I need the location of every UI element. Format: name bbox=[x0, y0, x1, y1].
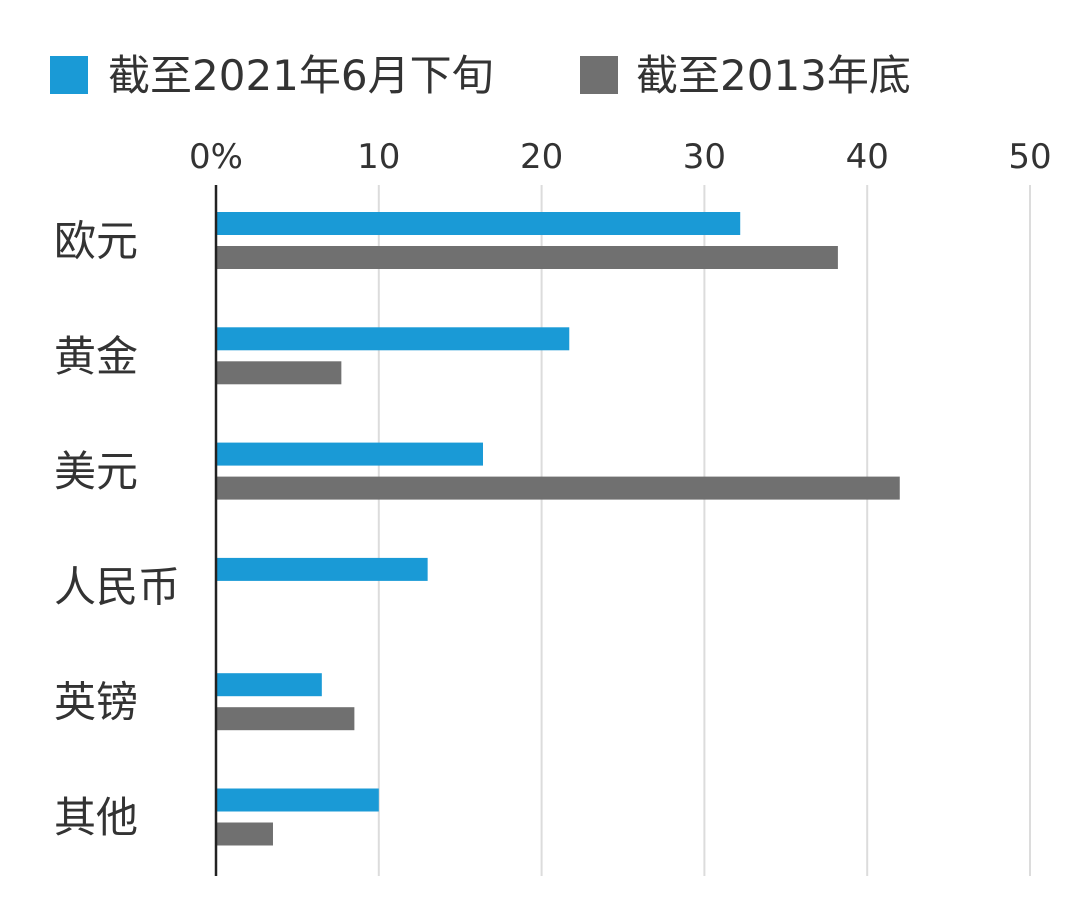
x-tick-label-0: 0% bbox=[189, 137, 243, 177]
bar-3-series-2 bbox=[216, 476, 900, 500]
bar-5-series-1 bbox=[216, 673, 322, 697]
x-tick-label-40: 40 bbox=[846, 137, 889, 177]
category-label-2: 黄金 bbox=[54, 332, 138, 381]
bar-2-series-1 bbox=[216, 327, 570, 351]
category-label-5: 英镑 bbox=[54, 678, 138, 727]
bar-6-series-1 bbox=[216, 788, 379, 812]
legend-swatch-2 bbox=[580, 56, 618, 94]
bar-3-series-1 bbox=[216, 442, 483, 466]
legend-swatch-1 bbox=[50, 56, 88, 94]
x-tick-label-20: 20 bbox=[520, 137, 563, 177]
bars bbox=[216, 212, 900, 846]
x-tick-label-30: 30 bbox=[683, 137, 726, 177]
gridlines bbox=[377, 185, 1031, 876]
category-label-3: 美元 bbox=[54, 447, 138, 496]
bar-1-series-2 bbox=[216, 246, 838, 269]
bar-6-series-2 bbox=[216, 822, 273, 846]
category-label-4: 人民币 bbox=[54, 562, 180, 611]
legend-label-2: 截至2013年底 bbox=[636, 51, 911, 100]
x-axis-ticks: 0% 10 20 30 40 50 bbox=[189, 137, 1052, 177]
bar-1-series-1 bbox=[216, 212, 741, 235]
bar-2-series-2 bbox=[216, 361, 342, 385]
x-tick-label-10: 10 bbox=[357, 137, 400, 177]
category-label-6: 其他 bbox=[54, 793, 138, 842]
category-label-1: 欧元 bbox=[54, 217, 138, 266]
bar-5-series-2 bbox=[216, 707, 355, 731]
legend-label-1: 截至2021年6月下旬 bbox=[108, 51, 494, 100]
legend: 截至2021年6月下旬 截至2013年底 bbox=[50, 51, 911, 100]
x-tick-label-50: 50 bbox=[1008, 137, 1051, 177]
bar-4-series-1 bbox=[216, 557, 428, 581]
